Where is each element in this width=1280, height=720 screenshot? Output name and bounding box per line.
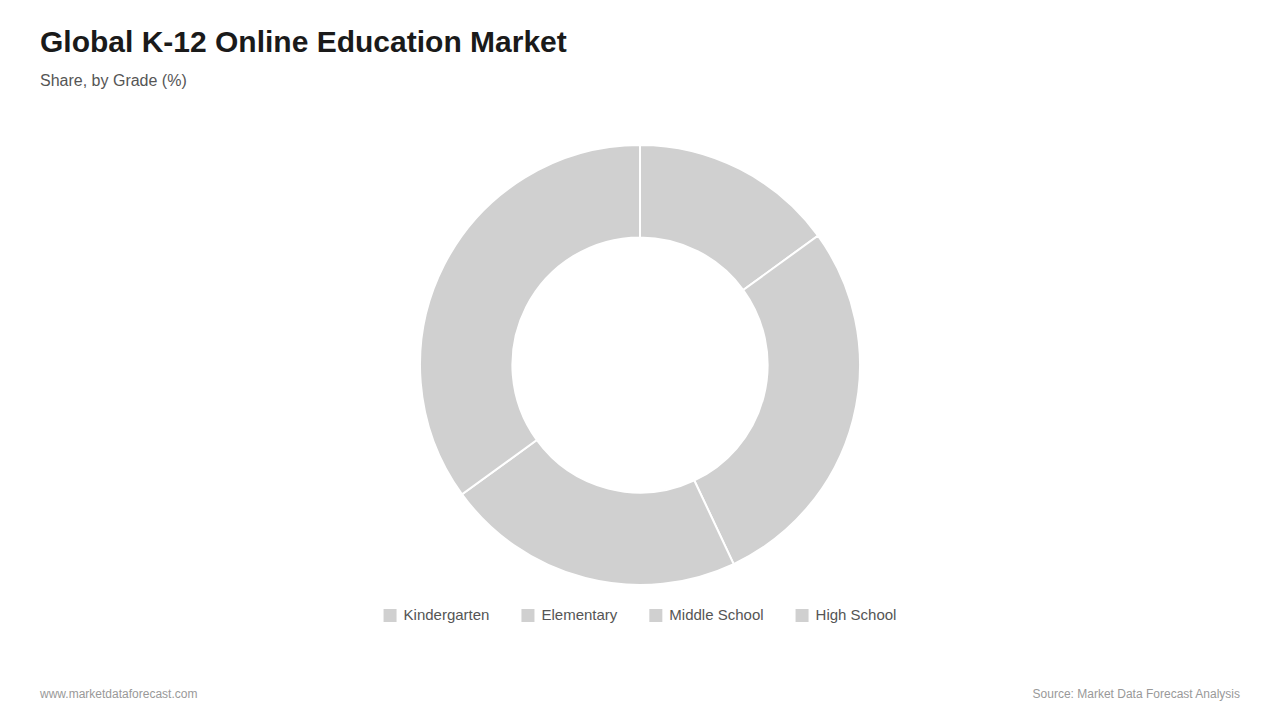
chart-title: Global K-12 Online Education Market <box>40 25 567 58</box>
legend-label: Middle School <box>669 606 763 623</box>
legend-swatch <box>384 609 397 622</box>
legend-label: Kindergarten <box>404 606 490 623</box>
legend-label: Elementary <box>541 606 617 623</box>
donut-slice <box>694 236 860 564</box>
legend-label: High School <box>816 606 897 623</box>
legend-item: Middle School <box>649 606 763 623</box>
chart-subtitle: Share, by Grade (%) <box>40 72 187 89</box>
donut-slice <box>420 145 640 494</box>
donut <box>420 145 860 585</box>
legend-swatch <box>521 609 534 622</box>
chart-svg: Global K-12 Online Education Market Share… <box>0 0 1280 720</box>
footer-text: www.marketdataforecast.com <box>39 687 197 701</box>
legend: Kindergarten Elementary Middle School High … <box>384 606 897 623</box>
chart-container: Global K-12 Online Education Market Share… <box>0 0 1280 720</box>
legend-item: Elementary <box>521 606 617 623</box>
legend-swatch <box>649 609 662 622</box>
legend-item: High School <box>796 606 897 623</box>
legend-swatch <box>796 609 809 622</box>
legend-item: Kindergarten <box>384 606 490 623</box>
footer-text: Source: Market Data Forecast Analysis <box>1033 687 1240 701</box>
